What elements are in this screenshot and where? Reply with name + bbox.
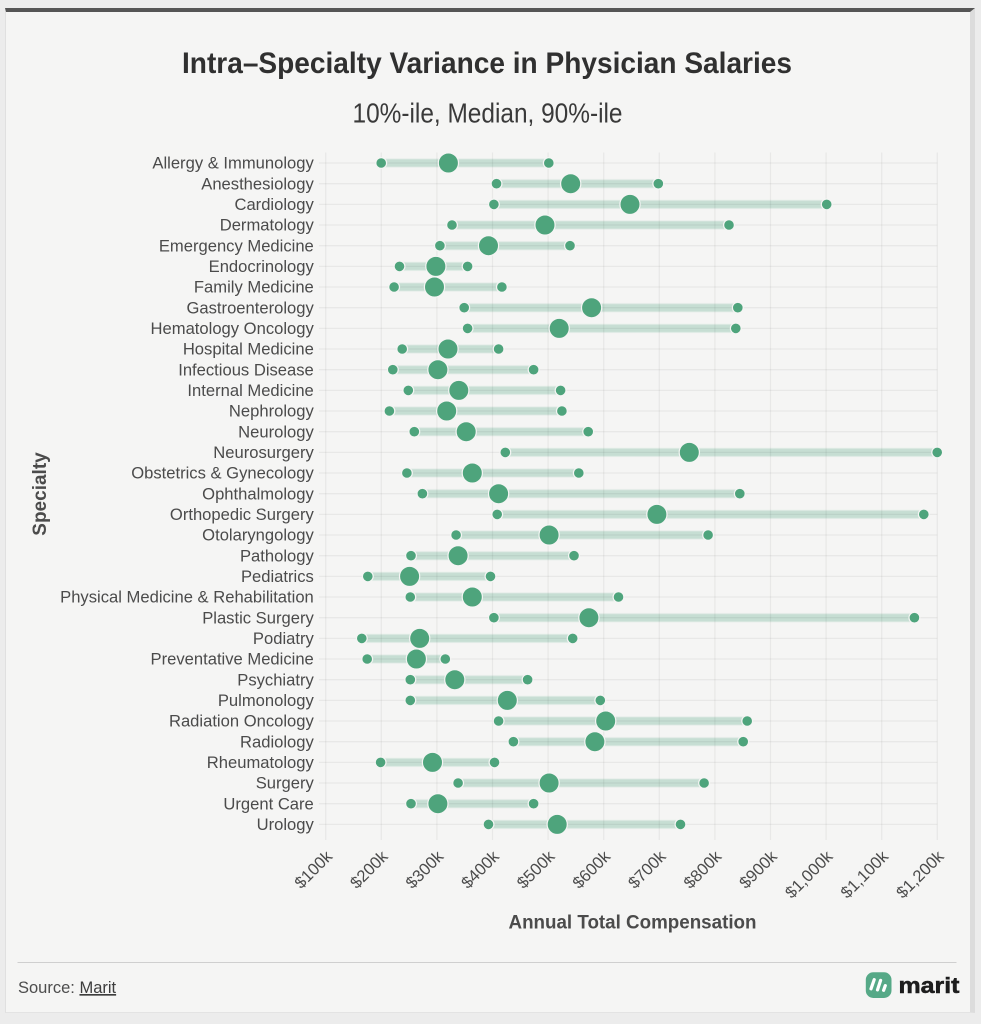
svg-text:Urgent Care: Urgent Care bbox=[223, 794, 313, 813]
svg-text:Preventative Medicine: Preventative Medicine bbox=[151, 650, 314, 669]
svg-text:$500k: $500k bbox=[513, 846, 559, 892]
svg-text:Urology: Urology bbox=[257, 815, 315, 834]
svg-text:Pathology: Pathology bbox=[240, 546, 315, 565]
svg-text:Infectious Disease: Infectious Disease bbox=[178, 360, 314, 379]
svg-text:$400k: $400k bbox=[457, 846, 503, 892]
svg-text:Surgery: Surgery bbox=[256, 774, 315, 793]
svg-text:$700k: $700k bbox=[624, 846, 670, 892]
svg-text:Neurosurgery: Neurosurgery bbox=[213, 443, 314, 462]
svg-text:Orthopedic Surgery: Orthopedic Surgery bbox=[170, 505, 315, 524]
svg-text:Endocrinology: Endocrinology bbox=[209, 257, 315, 276]
svg-text:Neurology: Neurology bbox=[238, 422, 314, 441]
svg-text:Annual Total Compensation: Annual Total Compensation bbox=[509, 913, 757, 934]
svg-text:Nephrology: Nephrology bbox=[229, 402, 315, 421]
svg-text:$200k: $200k bbox=[346, 846, 392, 892]
svg-text:$300k: $300k bbox=[402, 846, 448, 892]
svg-text:$1,000k: $1,000k bbox=[781, 846, 837, 902]
svg-text:$900k: $900k bbox=[735, 846, 781, 892]
svg-text:$600k: $600k bbox=[569, 846, 615, 892]
svg-text:Ophthalmology: Ophthalmology bbox=[202, 484, 314, 503]
svg-text:Specialty: Specialty bbox=[30, 452, 51, 536]
svg-text:Emergency Medicine: Emergency Medicine bbox=[159, 236, 314, 255]
svg-text:Radiology: Radiology bbox=[240, 732, 314, 751]
svg-text:Cardiology: Cardiology bbox=[234, 195, 314, 214]
svg-text:Rheumatology: Rheumatology bbox=[207, 753, 315, 772]
svg-text:Psychiatry: Psychiatry bbox=[237, 670, 314, 689]
svg-text:Allergy & Immunology: Allergy & Immunology bbox=[152, 154, 314, 173]
svg-text:Plastic Surgery: Plastic Surgery bbox=[202, 608, 314, 627]
svg-text:Internal Medicine: Internal Medicine bbox=[187, 381, 313, 400]
svg-text:Radiation Oncology: Radiation Oncology bbox=[169, 712, 315, 731]
svg-text:marit: marit bbox=[899, 973, 961, 998]
svg-text:Pulmonology: Pulmonology bbox=[218, 691, 315, 710]
svg-text:$800k: $800k bbox=[680, 846, 726, 892]
svg-text:Dermatology: Dermatology bbox=[220, 216, 315, 235]
svg-text:Gastroenterology: Gastroenterology bbox=[187, 298, 315, 317]
svg-text:Hematology Oncology: Hematology Oncology bbox=[151, 319, 315, 338]
svg-text:Hospital Medicine: Hospital Medicine bbox=[183, 340, 314, 359]
svg-text:Pediatrics: Pediatrics bbox=[241, 567, 314, 586]
svg-text:$100k: $100k bbox=[291, 846, 337, 892]
svg-text:Otolaryngology: Otolaryngology bbox=[202, 526, 314, 545]
svg-text:10%-ile, Median, 90%-ile: 10%-ile, Median, 90%-ile bbox=[353, 98, 623, 129]
svg-text:Podiatry: Podiatry bbox=[253, 629, 315, 648]
svg-text:Anesthesiology: Anesthesiology bbox=[201, 174, 314, 193]
svg-text:Intra–Specialty Variance in Ph: Intra–Specialty Variance in Physician Sa… bbox=[182, 47, 792, 80]
svg-text:Family Medicine: Family Medicine bbox=[194, 278, 314, 297]
svg-text:Source: Marit: Source: Marit bbox=[18, 979, 117, 997]
svg-text:Physical Medicine & Rehabilita: Physical Medicine & Rehabilitation bbox=[60, 588, 314, 607]
svg-text:$1,100k: $1,100k bbox=[837, 846, 893, 902]
svg-text:$1,200k: $1,200k bbox=[892, 846, 948, 902]
svg-text:Obstetrics & Gynecology: Obstetrics & Gynecology bbox=[131, 464, 314, 483]
